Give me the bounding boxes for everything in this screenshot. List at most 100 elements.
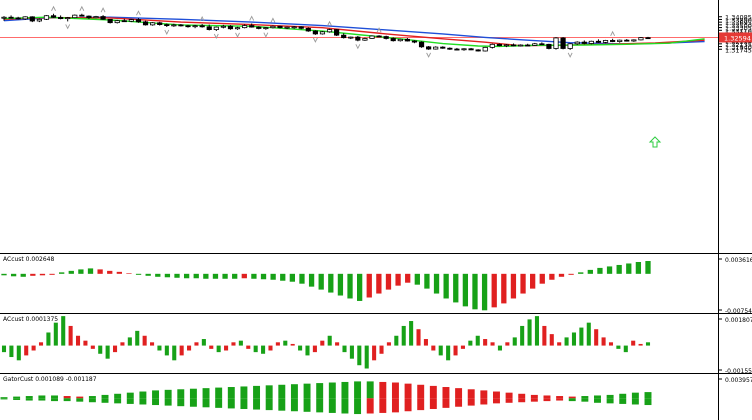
histogram-bar [63,396,71,399]
fractal-up-marker [199,16,205,22]
candle [114,19,120,24]
histogram-bar [455,398,463,407]
histogram-bar [318,273,324,290]
histogram-bar [491,273,497,308]
histogram-bar [490,342,495,346]
indicator-tick-label: -0.0015526 [725,368,752,375]
histogram-bar [49,273,55,275]
candle [503,44,510,48]
price-tick-label: 1.31940 [725,44,752,52]
histogram-bar [571,332,577,346]
histogram-bar [76,398,84,402]
ac-indicator-panel-1[interactable]: ACcust 0.002648 0.003616 -0.007540 [1,256,752,315]
histogram-bar [475,335,480,346]
histogram-bar [13,396,21,399]
histogram-bar [20,273,26,277]
histogram-bar [455,388,463,399]
histogram-bar [405,273,411,283]
candle [15,16,21,20]
histogram-bar [16,345,21,361]
histogram-bar [201,339,206,346]
histogram-bar [645,261,651,274]
histogram-bar [558,273,565,277]
candle [546,43,552,50]
histogram-bar [409,321,414,346]
histogram-bar [446,345,451,361]
histogram-bar [586,322,591,346]
histogram-bar [623,345,628,353]
histogram-bar [543,398,551,402]
candle [390,37,396,42]
candle [164,23,170,27]
histogram-bar [527,319,532,346]
histogram-bar [429,385,437,399]
candle [468,47,474,51]
histogram-bar [556,396,564,399]
histogram-bar [31,345,36,351]
histogram-bar [116,271,122,274]
histogram-bar [416,329,421,346]
histogram-bar [481,273,488,311]
candle [404,37,410,42]
candle [489,43,495,49]
histogram-bar [379,398,387,413]
histogram-bar [39,273,46,276]
histogram-bar [594,395,601,399]
histogram-bar [1,345,7,353]
histogram-bar [480,390,488,399]
candle [93,15,99,19]
histogram-bar [442,398,450,408]
histogram-bar [240,398,248,409]
candle [560,37,566,50]
histogram-bar [114,398,122,404]
candle [79,13,85,17]
candle [234,26,241,30]
candle [242,24,248,29]
histogram-bar [253,345,258,353]
histogram-bar [443,273,449,299]
histogram-bar [587,269,593,274]
histogram-bar [601,337,606,346]
candle [362,37,368,41]
histogram-bar [379,381,387,399]
candle [185,24,191,28]
histogram-bar [90,345,95,349]
histogram-bar [568,398,576,402]
histogram-bar [179,345,184,356]
candle [65,16,71,22]
indicator-label: ACcust 0.002648 [3,256,54,263]
fractal-down-marker [263,32,269,38]
histogram-bar [376,273,382,294]
gator-indicator-panel[interactable]: GatorCust 0.001089 -0.001187 0.003957 [0,376,752,415]
price-panel[interactable] [0,5,718,148]
histogram-bar [157,345,162,351]
histogram-bar [472,273,478,310]
fractal-up-marker [51,5,56,11]
histogram-bar [177,389,185,399]
histogram-bar [462,273,469,307]
candle [43,15,50,21]
histogram-bar [231,342,236,346]
histogram-bar [356,273,363,301]
candle [121,18,127,23]
candle [376,35,382,38]
histogram-bar [401,325,406,346]
histogram-bar [391,382,399,399]
histogram-bar [423,339,428,346]
ac-indicator-panel-2[interactable]: ACcust 0.0001375 0.0018070 -0.0015526 [1,316,752,375]
indicator-label: GatorCust 0.001089 -0.001187 [3,376,97,383]
histogram-bar [594,398,601,403]
candle [213,26,219,31]
histogram-bar [606,266,613,274]
histogram-bar [9,345,14,358]
histogram-bar [414,273,420,285]
histogram-bar [172,345,177,361]
histogram-bar [568,273,574,275]
histogram-bar [354,398,362,415]
candle [631,39,637,42]
histogram-bar [97,269,103,274]
histogram-bar [442,387,450,399]
histogram-bar [265,385,273,399]
